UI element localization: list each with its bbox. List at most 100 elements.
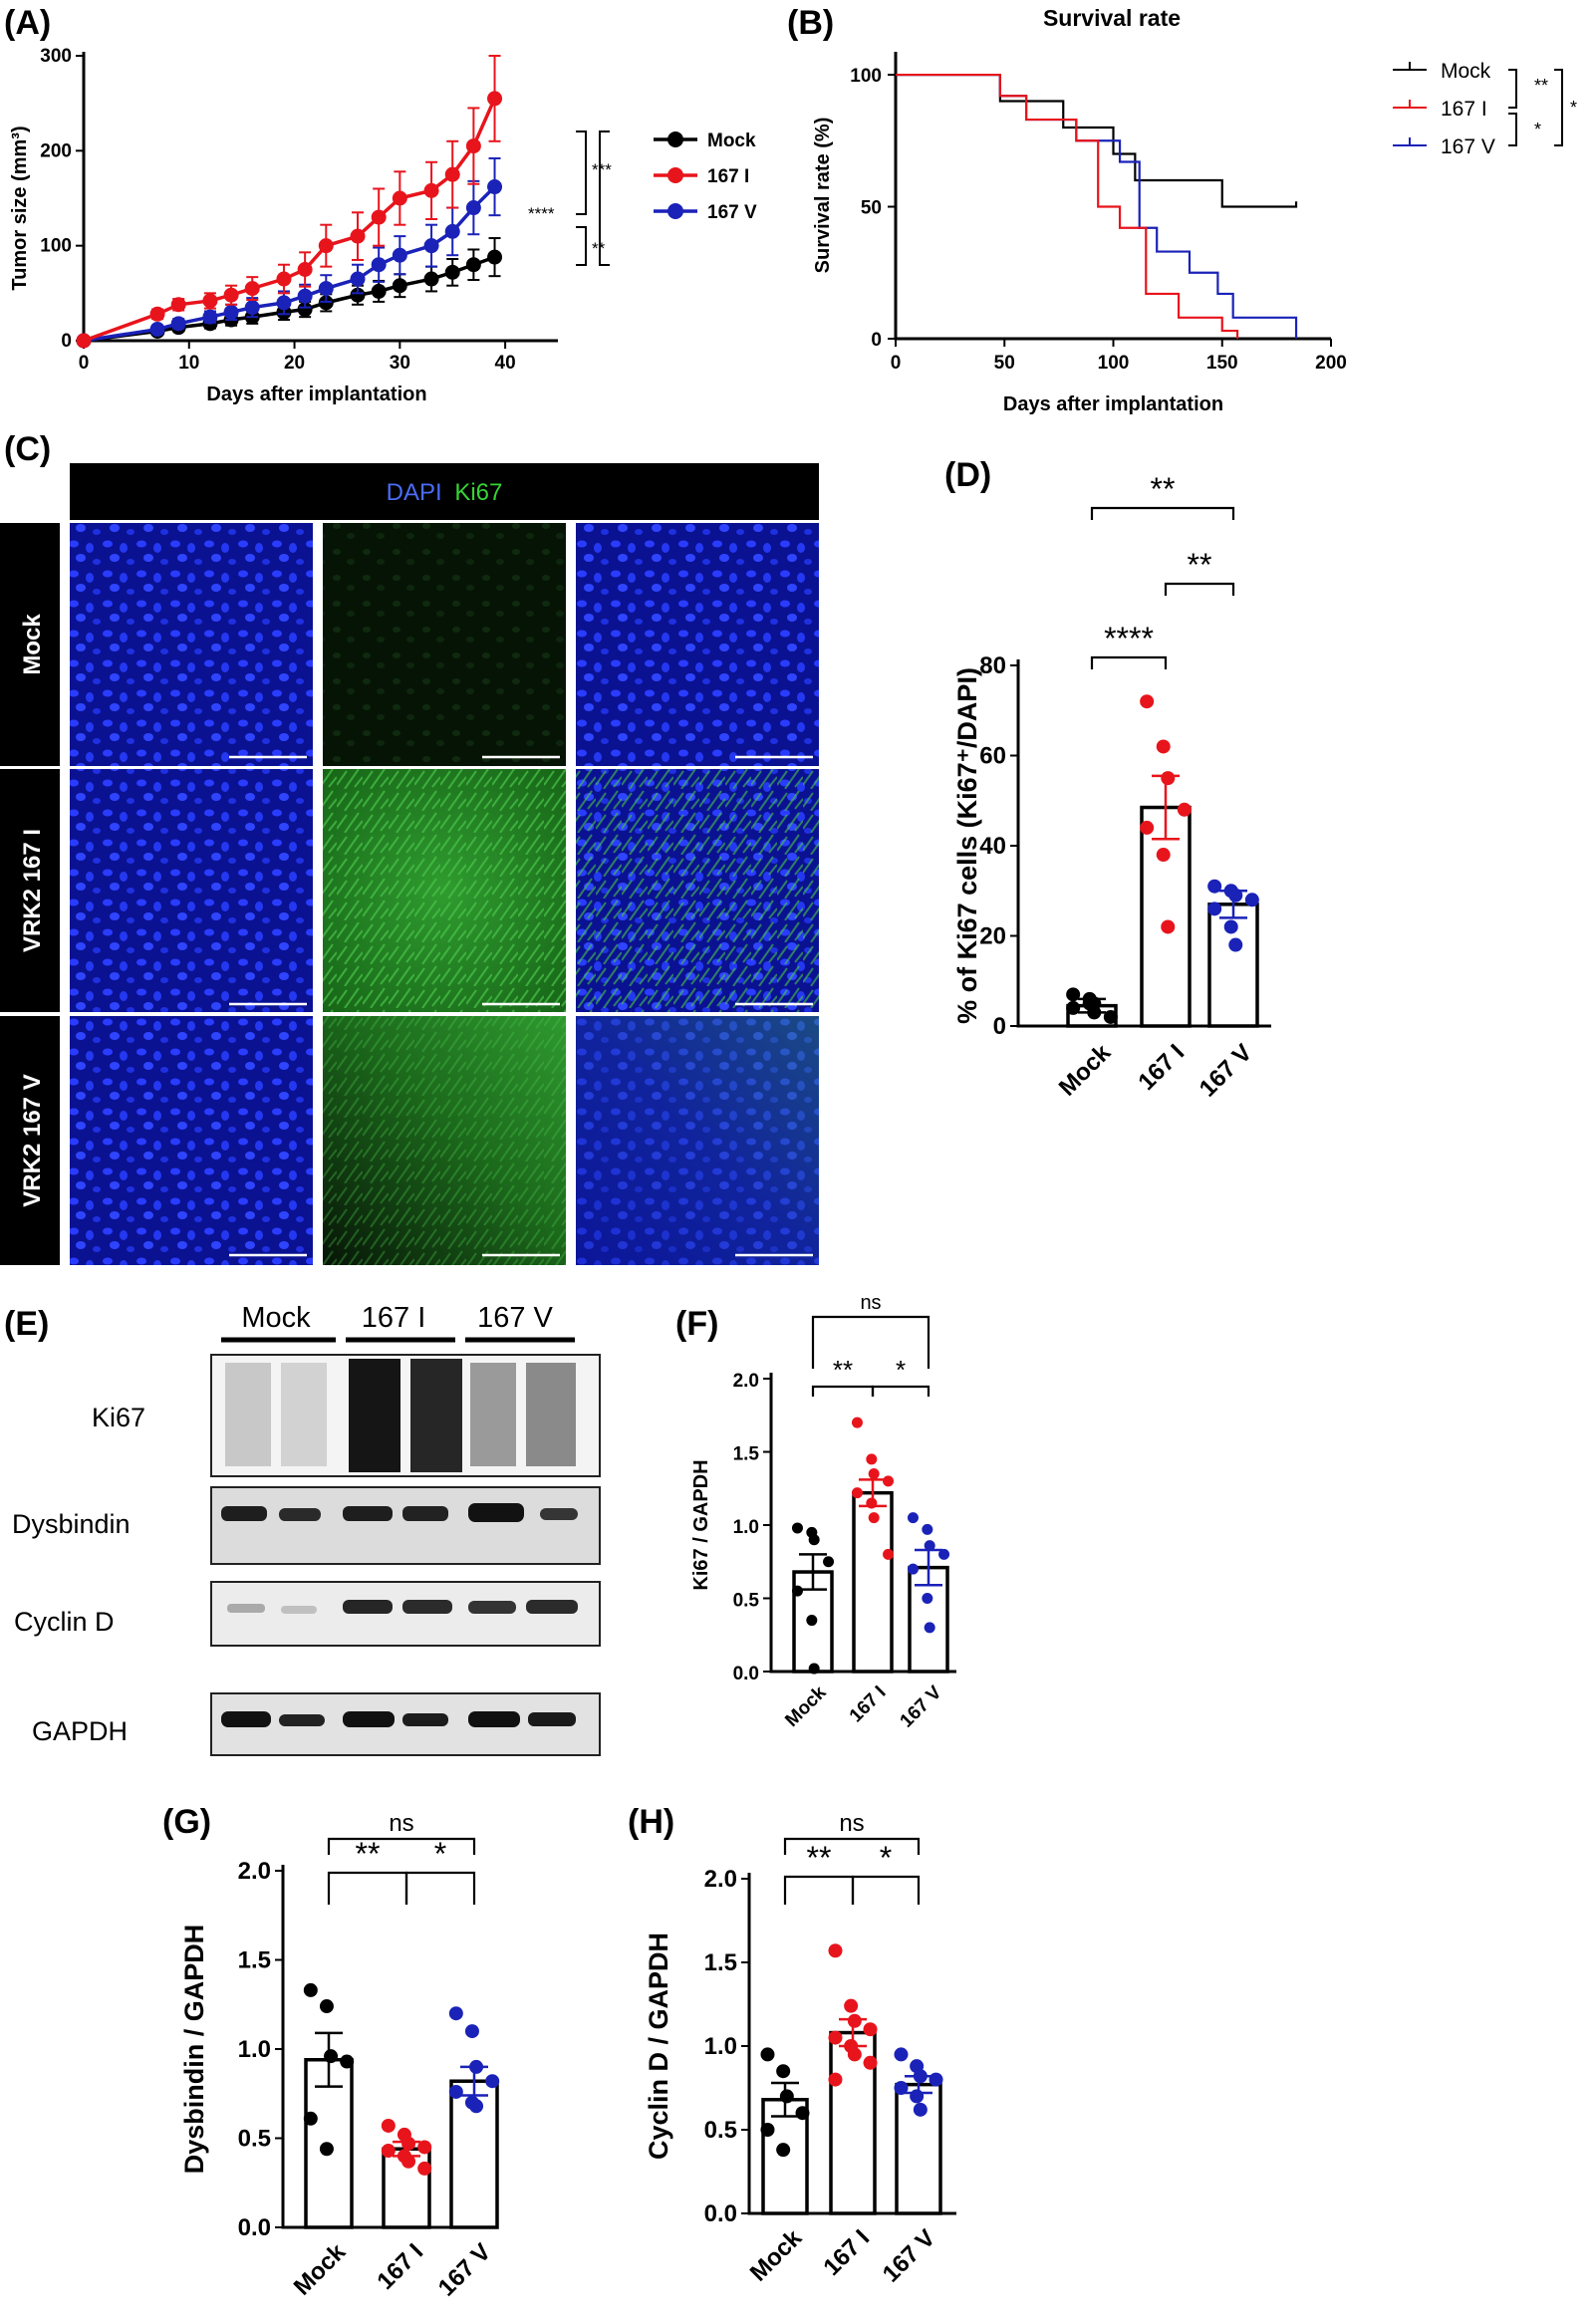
chart-h-cyclin-d-gapdh: 0.0 0.5 1.0 1.5 2.0 Cyclin D / GAPDH Mock 167 I… — [644, 1810, 956, 2288]
data-point — [392, 247, 407, 263]
image-167i-merge-overlay — [576, 769, 819, 1012]
data-point — [223, 304, 239, 320]
data-point — [847, 2047, 862, 2062]
chart-f-ki67-gapdh: 0.0 0.5 1.0 1.5 2.0 Ki67 / GAPDH Mock 167 I 167 … — [690, 1292, 956, 1732]
x-axis-label: Days after implantation — [206, 384, 426, 405]
panel-c-microscopy: DAPI Ki67 Mock VRK2 167 I VRK2 167 V — [0, 463, 819, 1265]
row-label-vrk2-167v: VRK2 167 V — [19, 1074, 46, 1206]
significance-label: **** — [528, 204, 555, 223]
data-point — [469, 2059, 484, 2074]
x-tick-label: 167 I — [1133, 1039, 1190, 1096]
x-tick-label: 0 — [891, 353, 902, 374]
data-point — [350, 228, 366, 244]
significance-label: ns — [839, 1810, 864, 1837]
blot-group-mock: Mock — [241, 1302, 311, 1334]
significance-bracket — [404, 1871, 476, 1905]
data-point — [371, 209, 387, 225]
data-point — [487, 179, 503, 195]
data-point — [868, 1468, 880, 1480]
image-mock-dapi — [70, 523, 313, 766]
data-point — [1228, 937, 1243, 952]
data-point — [863, 2022, 878, 2037]
data-point — [760, 2047, 775, 2062]
panel-c-header: DAPI Ki67 — [387, 479, 503, 506]
data-point — [319, 1999, 334, 2014]
x-tick-label: 167 V — [878, 2224, 940, 2287]
x-tick-label: 40 — [495, 353, 516, 374]
y-axis-label: % of Ki67 cells (Ki67⁺/DAPI) — [952, 667, 982, 1024]
header-dapi: DAPI — [387, 479, 442, 506]
blot-dysbindin — [210, 1486, 601, 1565]
data-point — [844, 1998, 859, 2013]
data-point — [1140, 820, 1155, 835]
chart-d-ki67-percent: 0 20 40 60 80% of Ki67 cells (Ki67⁺/DAPI) Moc… — [952, 471, 1271, 1103]
y-tick-label: 0.5 — [733, 1591, 760, 1612]
y-tick-label: 1.0 — [733, 1517, 759, 1538]
data-point — [1177, 802, 1192, 817]
legend-label: 167 I — [1441, 98, 1487, 121]
data-point — [464, 2024, 479, 2039]
blot-label-ki67: Ki67 — [92, 1403, 145, 1432]
data-point — [318, 281, 334, 297]
bracket-bottom — [576, 226, 587, 266]
y-tick-label: 80 — [979, 652, 1006, 679]
blot-group-167v: 167 V — [477, 1302, 553, 1334]
data-point — [776, 2143, 791, 2158]
image-mock-merge — [576, 523, 819, 766]
legend-marker — [667, 203, 683, 219]
data-point — [868, 1512, 880, 1524]
data-point — [444, 166, 460, 182]
y-axis-label: Cyclin D / GAPDH — [644, 1933, 673, 2160]
data-point — [913, 2102, 928, 2117]
y-tick-label: 0.5 — [704, 2117, 737, 2144]
image-167v-merge-overlay — [576, 1016, 819, 1265]
data-point — [350, 271, 366, 287]
data-point — [381, 2118, 396, 2133]
x-tick-label: Mock — [745, 2224, 808, 2287]
significance-label: ** — [1534, 76, 1548, 96]
data-point — [922, 1593, 933, 1604]
significance-label: * — [896, 1355, 906, 1385]
x-tick-label: 167 I — [818, 2224, 875, 2281]
legend-marker — [667, 131, 683, 147]
data-point — [371, 283, 387, 299]
data-point — [1161, 771, 1176, 786]
x-tick-label: 20 — [284, 353, 305, 374]
data-point — [465, 200, 481, 216]
y-axis-label: Tumor size (mm³) — [9, 126, 31, 290]
significance-bracket — [811, 1315, 931, 1369]
data-point — [828, 2030, 843, 2045]
y-axis-label: Ki67 / GAPDH — [690, 1459, 712, 1590]
significance-label: ** — [592, 239, 606, 258]
data-point — [907, 1512, 919, 1524]
chart-b-survival: Survival rate 0 50 100 0 50 100 150 200 Days afte… — [812, 5, 1577, 415]
data-point — [808, 1534, 820, 1546]
y-tick-label: 0.0 — [733, 1664, 759, 1684]
significance-bracket — [327, 1837, 476, 1855]
data-point — [828, 2072, 843, 2087]
data-point — [924, 1540, 935, 1552]
data-point — [487, 249, 503, 265]
x-tick-label: 167 V — [897, 1681, 946, 1731]
image-167i-ki67-texture — [323, 769, 566, 1012]
y-tick-label: 0.0 — [704, 2200, 737, 2227]
data-point — [244, 281, 260, 297]
y-tick-label: 2.0 — [704, 1866, 737, 1893]
data-point — [485, 2074, 500, 2089]
significance-label: * — [1570, 98, 1577, 118]
data-point — [448, 2084, 463, 2099]
row-label-bg-167i — [0, 769, 60, 1012]
data-point — [779, 2089, 794, 2104]
data-point — [1066, 987, 1081, 1002]
data-point — [760, 2123, 775, 2137]
data-point — [276, 271, 292, 287]
data-point — [1103, 1009, 1118, 1024]
y-tick-label: 40 — [979, 833, 1006, 860]
data-point — [303, 2111, 318, 2126]
data-point — [423, 238, 439, 254]
data-point — [883, 1548, 895, 1560]
legend-label: Mock — [707, 130, 756, 151]
x-tick-label: Mock — [289, 2238, 352, 2301]
row-label-mock: Mock — [19, 614, 46, 675]
data-point — [149, 322, 165, 338]
